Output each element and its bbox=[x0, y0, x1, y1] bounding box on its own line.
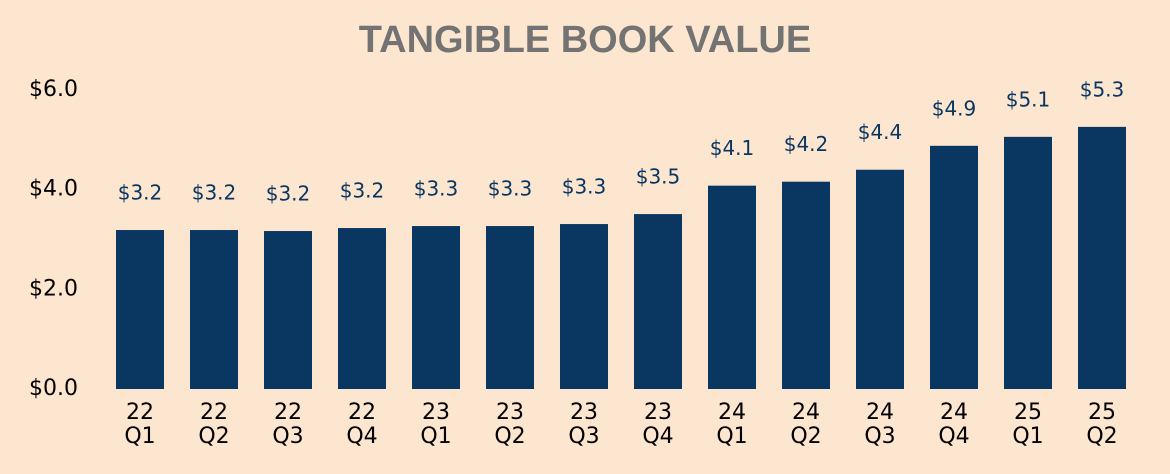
value-label: $3.2 bbox=[266, 182, 311, 206]
value-label: $3.3 bbox=[562, 175, 607, 199]
value-label: $5.3 bbox=[1080, 77, 1125, 101]
bar bbox=[412, 226, 460, 389]
x-tick-label: 22 Q2 bbox=[198, 400, 230, 449]
x-tick-label: 24 Q4 bbox=[938, 400, 970, 449]
x-tick-label: 23 Q4 bbox=[642, 400, 674, 449]
y-tick-label: $2.0 bbox=[29, 276, 78, 301]
x-tick-label: 22 Q1 bbox=[124, 400, 156, 449]
bar bbox=[708, 185, 756, 389]
value-label: $3.2 bbox=[192, 181, 237, 205]
value-label: $4.1 bbox=[710, 136, 755, 160]
value-label: $4.9 bbox=[932, 96, 977, 120]
bar bbox=[930, 145, 978, 389]
chart-title: TANGIBLE BOOK VALUE bbox=[359, 19, 811, 61]
bar bbox=[856, 169, 904, 389]
x-tick-label: 23 Q3 bbox=[568, 400, 600, 449]
bar bbox=[560, 224, 608, 389]
x-tick-label: 22 Q3 bbox=[272, 400, 304, 449]
x-tick-label: 23 Q1 bbox=[420, 400, 452, 449]
bar bbox=[634, 214, 682, 389]
value-label: $3.2 bbox=[340, 179, 385, 203]
bar bbox=[264, 231, 312, 389]
x-tick-label: 25 Q1 bbox=[1012, 400, 1044, 449]
y-tick-label: $0.0 bbox=[29, 376, 78, 401]
value-label: $3.3 bbox=[414, 177, 459, 201]
bar bbox=[486, 226, 534, 389]
x-tick-label: 24 Q1 bbox=[716, 400, 748, 449]
x-tick-label: 24 Q3 bbox=[864, 400, 896, 449]
value-label: $3.5 bbox=[636, 165, 681, 189]
value-label: $4.4 bbox=[858, 120, 903, 144]
bar bbox=[116, 230, 164, 389]
y-tick-label: $6.0 bbox=[29, 77, 78, 102]
bar bbox=[338, 228, 386, 389]
x-tick-label: 24 Q2 bbox=[790, 400, 822, 449]
bar bbox=[190, 230, 238, 389]
value-label: $3.2 bbox=[118, 181, 163, 205]
value-label: $4.2 bbox=[784, 132, 829, 156]
y-tick-label: $4.0 bbox=[29, 177, 78, 202]
value-label: $3.3 bbox=[488, 177, 533, 201]
bar bbox=[1078, 126, 1126, 390]
x-tick-label: 25 Q2 bbox=[1086, 400, 1118, 449]
value-label: $5.1 bbox=[1006, 87, 1051, 111]
bar bbox=[782, 181, 830, 389]
bar bbox=[1004, 136, 1052, 389]
x-tick-label: 22 Q4 bbox=[346, 400, 378, 449]
x-tick-label: 23 Q2 bbox=[494, 400, 526, 449]
